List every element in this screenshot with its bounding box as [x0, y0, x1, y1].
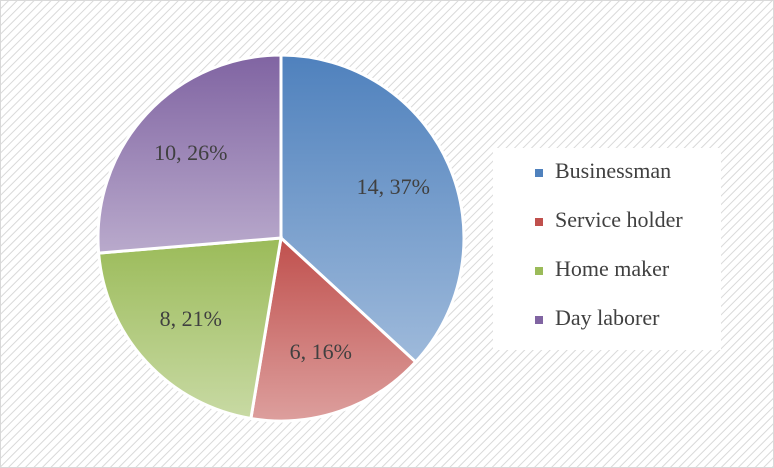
legend-box — [493, 148, 721, 350]
pie-slice — [97, 236, 283, 421]
pie-slice — [249, 235, 418, 423]
legend-label: Home maker — [555, 256, 670, 281]
legend-swatch — [535, 316, 543, 324]
legend-swatch — [535, 267, 543, 275]
legend-swatch — [535, 169, 543, 177]
data-label: 6, 16% — [290, 339, 352, 364]
legend-label: Day laborer — [555, 305, 660, 330]
pie-slice — [96, 53, 283, 255]
pie-slice — [279, 53, 466, 365]
data-label: 10, 26% — [154, 140, 227, 165]
data-label: 14, 37% — [357, 174, 430, 199]
legend-label: Service holder — [555, 207, 683, 232]
legend-swatch — [535, 218, 543, 226]
legend-label: Businessman — [555, 158, 671, 183]
data-label: 8, 21% — [160, 306, 222, 331]
